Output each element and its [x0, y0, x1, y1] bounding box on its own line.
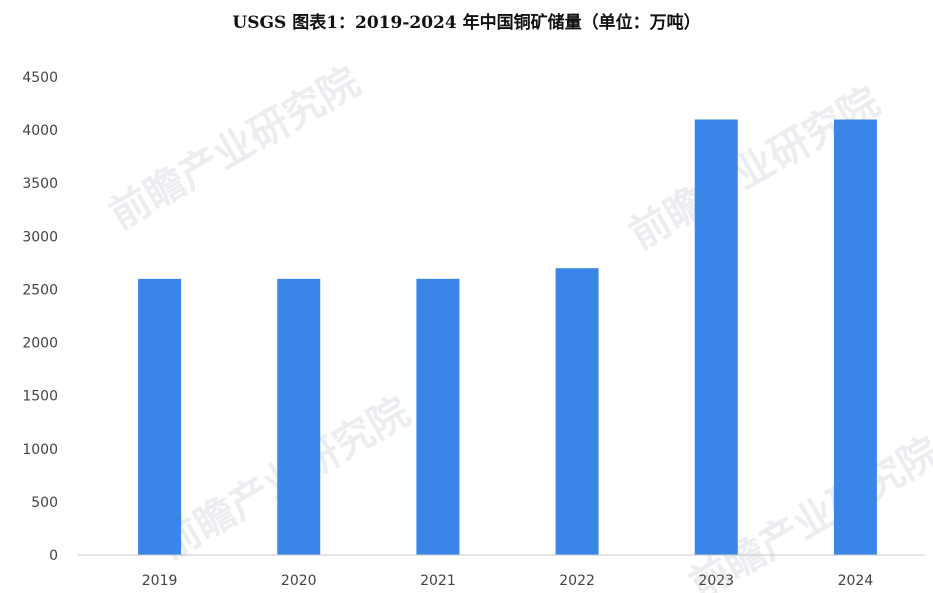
watermark-layer: 前瞻产业研究院前瞻产业研究院前瞻产业研究院前瞻产业研究院 — [102, 59, 933, 593]
bar-2021 — [416, 278, 460, 555]
x-tick-label: 2020 — [281, 573, 317, 589]
bar-2023 — [694, 119, 738, 555]
y-tick-label: 4500 — [22, 70, 58, 86]
y-tick-label: 4000 — [22, 123, 58, 139]
y-tick-label: 3000 — [22, 229, 58, 245]
y-tick-label: 500 — [31, 495, 58, 511]
y-tick-label: 3500 — [22, 176, 58, 192]
y-tick-label: 2000 — [22, 336, 58, 352]
x-tick-label: 2024 — [838, 573, 874, 589]
bars — [138, 119, 877, 555]
y-tick-label: 1000 — [22, 442, 58, 458]
bar-2020 — [277, 278, 321, 555]
y-tick-label: 2500 — [22, 282, 58, 298]
x-tick-label: 2022 — [559, 573, 595, 589]
x-tick-label: 2021 — [420, 573, 456, 589]
y-tick-label: 1500 — [22, 389, 58, 405]
x-tick-label: 2019 — [142, 573, 178, 589]
x-axis: 2019 2020 2021 2022 2023 2024 — [78, 554, 925, 589]
bar-2024 — [833, 119, 877, 555]
x-tick-label: 2023 — [698, 573, 734, 589]
watermark-text: 前瞻产业研究院 — [102, 59, 367, 239]
bar-2022 — [555, 268, 599, 555]
bar-2019 — [138, 278, 182, 555]
y-axis: 0 500 1000 1500 2000 2500 3000 3500 4000 4500 — [22, 70, 58, 564]
chart-title: USGS 图表1：2019-2024 年中国铜矿储量（单位：万吨） — [232, 13, 701, 33]
y-tick-label: 0 — [49, 548, 58, 564]
